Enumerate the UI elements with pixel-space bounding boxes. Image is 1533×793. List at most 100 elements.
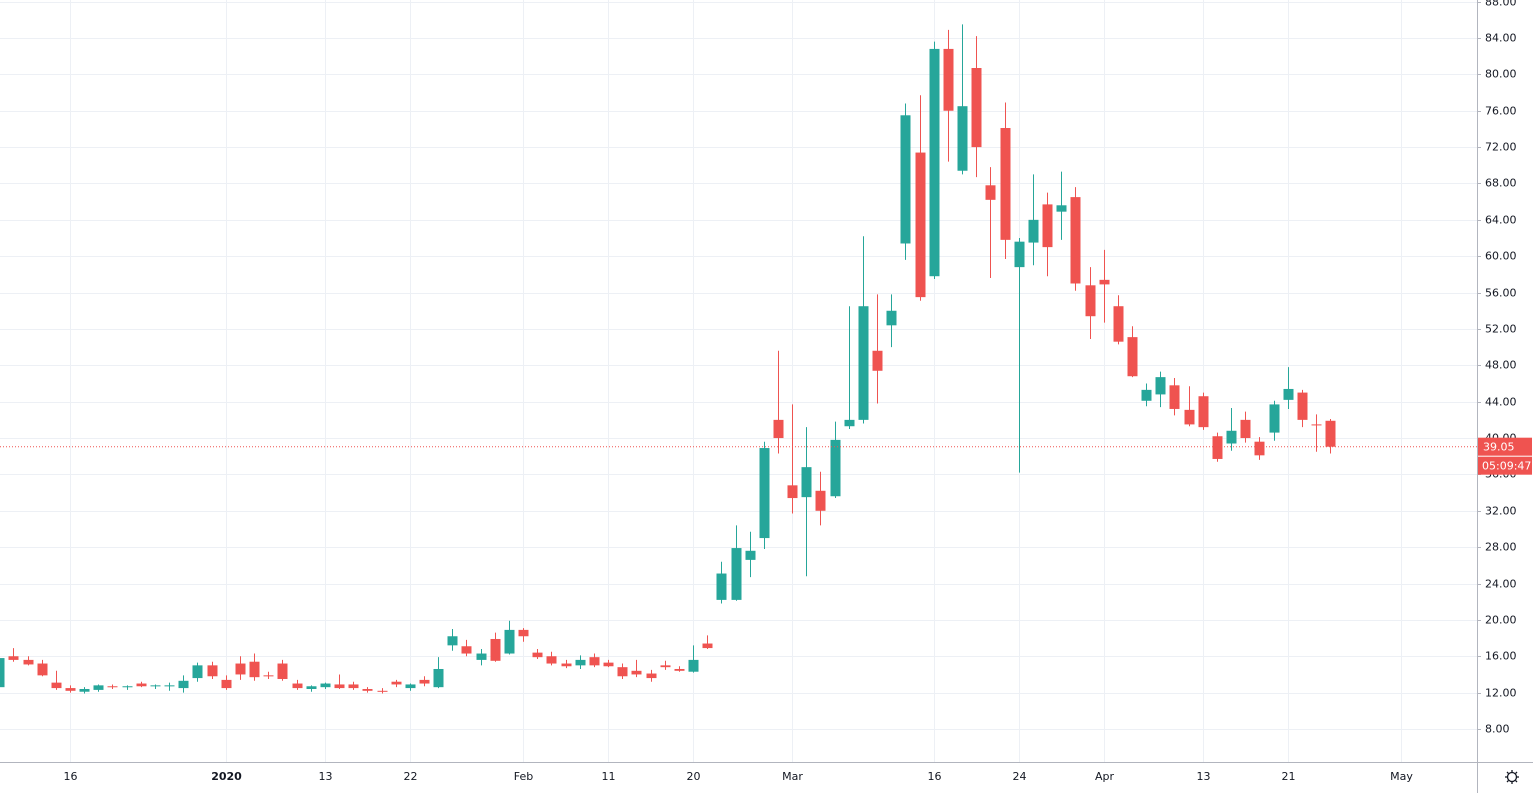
y-tick-label: 16.00 (1485, 650, 1517, 663)
candle-body (51, 682, 62, 689)
countdown-label: 05:09:47 (1482, 460, 1531, 473)
candle-body (249, 661, 260, 678)
candle-body (1127, 337, 1138, 377)
candle-body (65, 688, 76, 691)
candle-body (504, 629, 515, 654)
candle-body (207, 665, 218, 677)
candle-body (518, 629, 529, 637)
candle-body (646, 673, 657, 679)
y-tick-label: 56.00 (1485, 287, 1517, 300)
gear-teeth (1505, 770, 1519, 784)
candle-body (1028, 219, 1039, 243)
candle-body (971, 68, 982, 148)
y-tick-label: 8.00 (1485, 723, 1510, 736)
settings-icon[interactable] (1505, 770, 1519, 784)
candle-body (1198, 396, 1209, 428)
candle-body (1240, 419, 1251, 439)
candle-body (830, 439, 841, 497)
candle-body (178, 680, 189, 689)
candle-body (1212, 436, 1223, 459)
y-tick-label: 68.00 (1485, 177, 1517, 190)
last-price-box (1478, 437, 1532, 456)
candle-body (490, 638, 501, 661)
candle-body (1085, 285, 1096, 317)
candle-body (136, 683, 147, 687)
axes: 8.0012.0016.0020.0024.0028.0032.0036.004… (64, 0, 1532, 783)
candle-body (405, 684, 416, 689)
candle-body (617, 667, 628, 677)
candle-body (1311, 424, 1322, 426)
x-tick-label: 16 (64, 770, 78, 783)
y-tick-label: 48.00 (1485, 359, 1517, 372)
last-price-label: 39.05 (1483, 441, 1515, 454)
candle-body (561, 663, 572, 667)
candle-body (348, 684, 359, 689)
x-tick-label: 22 (404, 770, 418, 783)
candle-body (1325, 420, 1336, 447)
candle-body (957, 106, 968, 171)
y-tick-label: 88.00 (1485, 0, 1517, 9)
candle-body (1226, 430, 1237, 444)
candle-body (107, 686, 118, 688)
candle-body (575, 659, 586, 666)
candle-body (447, 636, 458, 646)
candle-body (1297, 392, 1308, 420)
y-tick-label: 64.00 (1485, 214, 1517, 227)
candle-body (1014, 241, 1025, 268)
candle-body (929, 48, 940, 277)
candle-body (93, 685, 104, 690)
candle-body (1169, 385, 1180, 409)
candle-body (263, 675, 274, 677)
candle-body (872, 350, 883, 371)
candle-body (801, 467, 812, 498)
x-tick-label: Feb (514, 770, 533, 783)
candle-body (631, 670, 642, 675)
candle-body (915, 152, 926, 298)
candle-body (1155, 377, 1166, 395)
candle-body (731, 548, 742, 600)
candle-body (787, 485, 798, 499)
candle-body (702, 643, 713, 649)
candle-body (985, 185, 996, 200)
candle-body (0, 658, 5, 688)
candle-body (192, 665, 203, 679)
candle-body (306, 686, 317, 689)
candle-body (900, 115, 911, 244)
candle-body (277, 663, 288, 679)
candle-body (1042, 204, 1053, 248)
candle-body (1283, 388, 1294, 400)
candle-body (589, 657, 600, 666)
x-tick-label: May (1390, 770, 1413, 783)
candle-body (23, 659, 34, 665)
candle-body (886, 310, 897, 326)
y-tick-label: 84.00 (1485, 32, 1517, 45)
y-tick-label: 72.00 (1485, 141, 1517, 154)
candle-body (674, 668, 685, 671)
y-tick-label: 44.00 (1485, 396, 1517, 409)
candle-body (1269, 404, 1280, 433)
y-tick-label: 80.00 (1485, 68, 1517, 81)
candle-body (235, 663, 246, 675)
y-tick-label: 20.00 (1485, 614, 1517, 627)
x-tick-label: 20 (687, 770, 701, 783)
candle-body (8, 656, 19, 660)
candle-body (122, 686, 133, 688)
candle-body (476, 653, 487, 660)
candle-body (532, 652, 543, 658)
x-tick-label: 11 (602, 770, 616, 783)
candle-body (164, 685, 175, 687)
candle-body (716, 573, 727, 600)
plot (0, 24, 1477, 694)
candle-body (773, 419, 784, 439)
candle-body (292, 683, 303, 689)
grid (0, 0, 1477, 762)
x-tick-label: Apr (1095, 770, 1115, 783)
candle-body (1000, 128, 1011, 240)
candle-body (858, 306, 869, 420)
x-tick-label: 24 (1013, 770, 1027, 783)
y-tick-label: 12.00 (1485, 687, 1517, 700)
candle-body (79, 688, 90, 692)
candle-body (419, 679, 430, 684)
candle-body (815, 490, 826, 511)
